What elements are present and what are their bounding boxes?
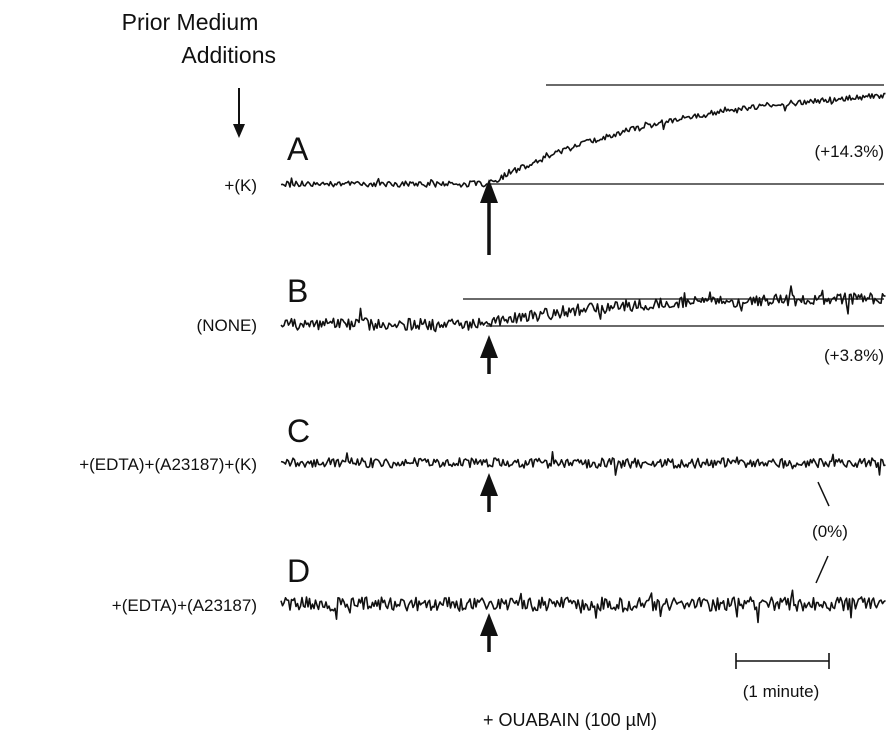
condition-label-b: (NONE): [197, 316, 257, 335]
change-pointer-d: [815, 555, 829, 584]
trace-letter-c: C: [287, 413, 310, 449]
ouabain-addition-label: + OUABAIN (100 µM): [483, 710, 657, 730]
trace-b-line: [280, 285, 886, 333]
trace-c-line: [280, 451, 886, 476]
ouabain-arrow-b: [480, 335, 498, 374]
condition-label-c: +(EDTA)+(A23187)+(K): [79, 455, 257, 474]
change-pointer-c: [817, 481, 830, 507]
scale-bar-label: (1 minute): [743, 682, 820, 701]
header-line1: Prior Medium: [122, 9, 259, 35]
ouabain-arrow-a: [480, 179, 498, 255]
time-scale-bar: [735, 653, 830, 669]
prior-additions-arrow: [233, 88, 245, 138]
ouabain-arrow-d: [480, 613, 498, 652]
condition-label-a: +(K): [224, 176, 257, 195]
ouabain-arrow-c: [480, 473, 498, 512]
header-line2: Additions: [181, 42, 276, 68]
trace-letter-d: D: [287, 553, 310, 589]
change-label-b: (+3.8%): [824, 346, 884, 365]
trace-letter-b: B: [287, 273, 308, 309]
condition-label-d: +(EDTA)+(A23187): [112, 596, 257, 615]
change-label-cd: (0%): [812, 522, 848, 541]
trace-a-line: [280, 92, 886, 188]
trace-d-line: [280, 589, 886, 624]
trace-letter-a: A: [287, 131, 309, 167]
change-label-a: (+14.3%): [815, 142, 884, 161]
